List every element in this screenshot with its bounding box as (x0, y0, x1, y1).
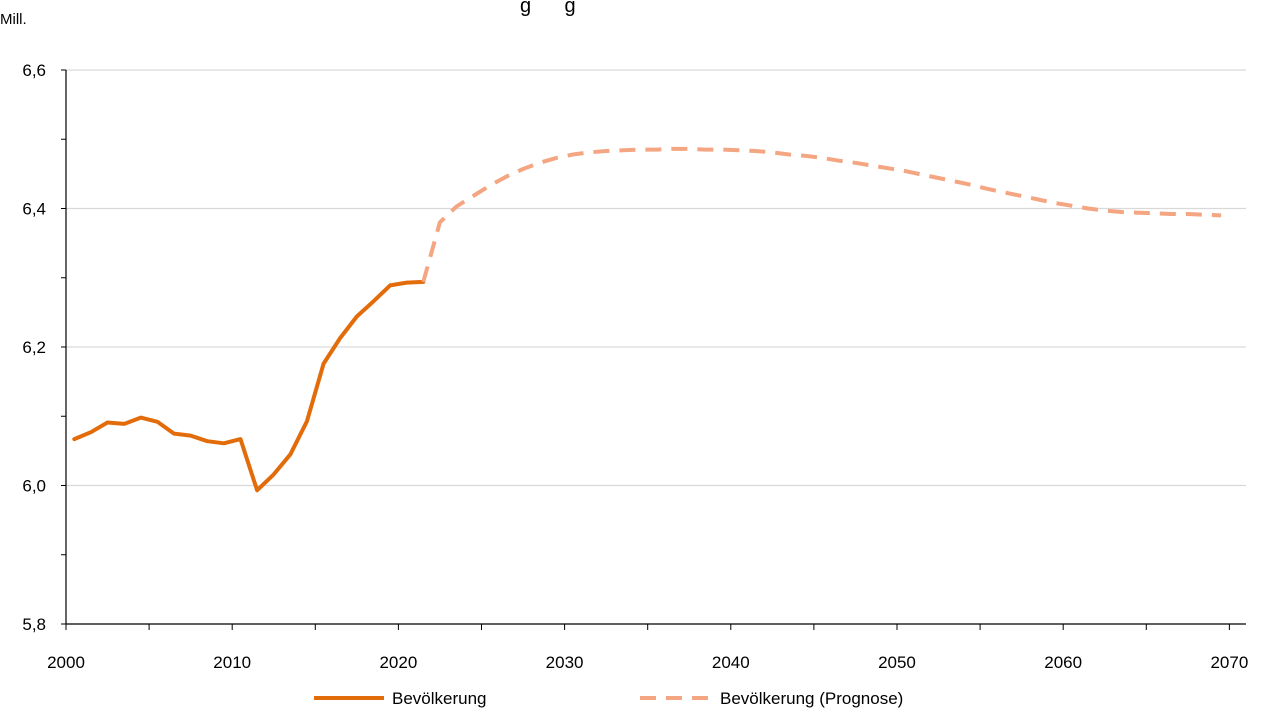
y-tick-label: 6,0 (22, 477, 46, 496)
series-line-bevoelkerung (72, 279, 426, 493)
y-tick-label: 6,6 (22, 61, 46, 80)
x-tick-label: 2050 (878, 653, 916, 672)
legend-label: Bevölkerung (Prognose) (720, 689, 903, 708)
axes: 5,8 6,0 6,2 6,4 6,6 2000 2010 2020 2030 2040 2050 2… (22, 61, 1248, 672)
legend-label: Bevölkerung (392, 689, 487, 708)
x-tick-label: 2010 (213, 653, 251, 672)
legend: Bevölkerung Bevölkerung (Prognose) (314, 689, 903, 708)
chart-title: g g (520, 0, 576, 17)
y-unit-label: Mill. (0, 11, 27, 28)
x-tick-label: 2000 (47, 653, 85, 672)
x-tick-label: 2030 (546, 653, 584, 672)
y-tick-label: 5,8 (22, 615, 46, 634)
x-tick-label: 2060 (1044, 653, 1082, 672)
x-tick-label: 2040 (712, 653, 750, 672)
series-line-prognose (421, 146, 1222, 283)
y-tick-label: 6,4 (22, 200, 46, 219)
x-tick-label: 2070 (1210, 653, 1248, 672)
series-group (72, 146, 1222, 493)
y-tick-label: 6,2 (22, 338, 46, 357)
x-tick-label: 2020 (379, 653, 417, 672)
gridlines (66, 69, 1246, 487)
